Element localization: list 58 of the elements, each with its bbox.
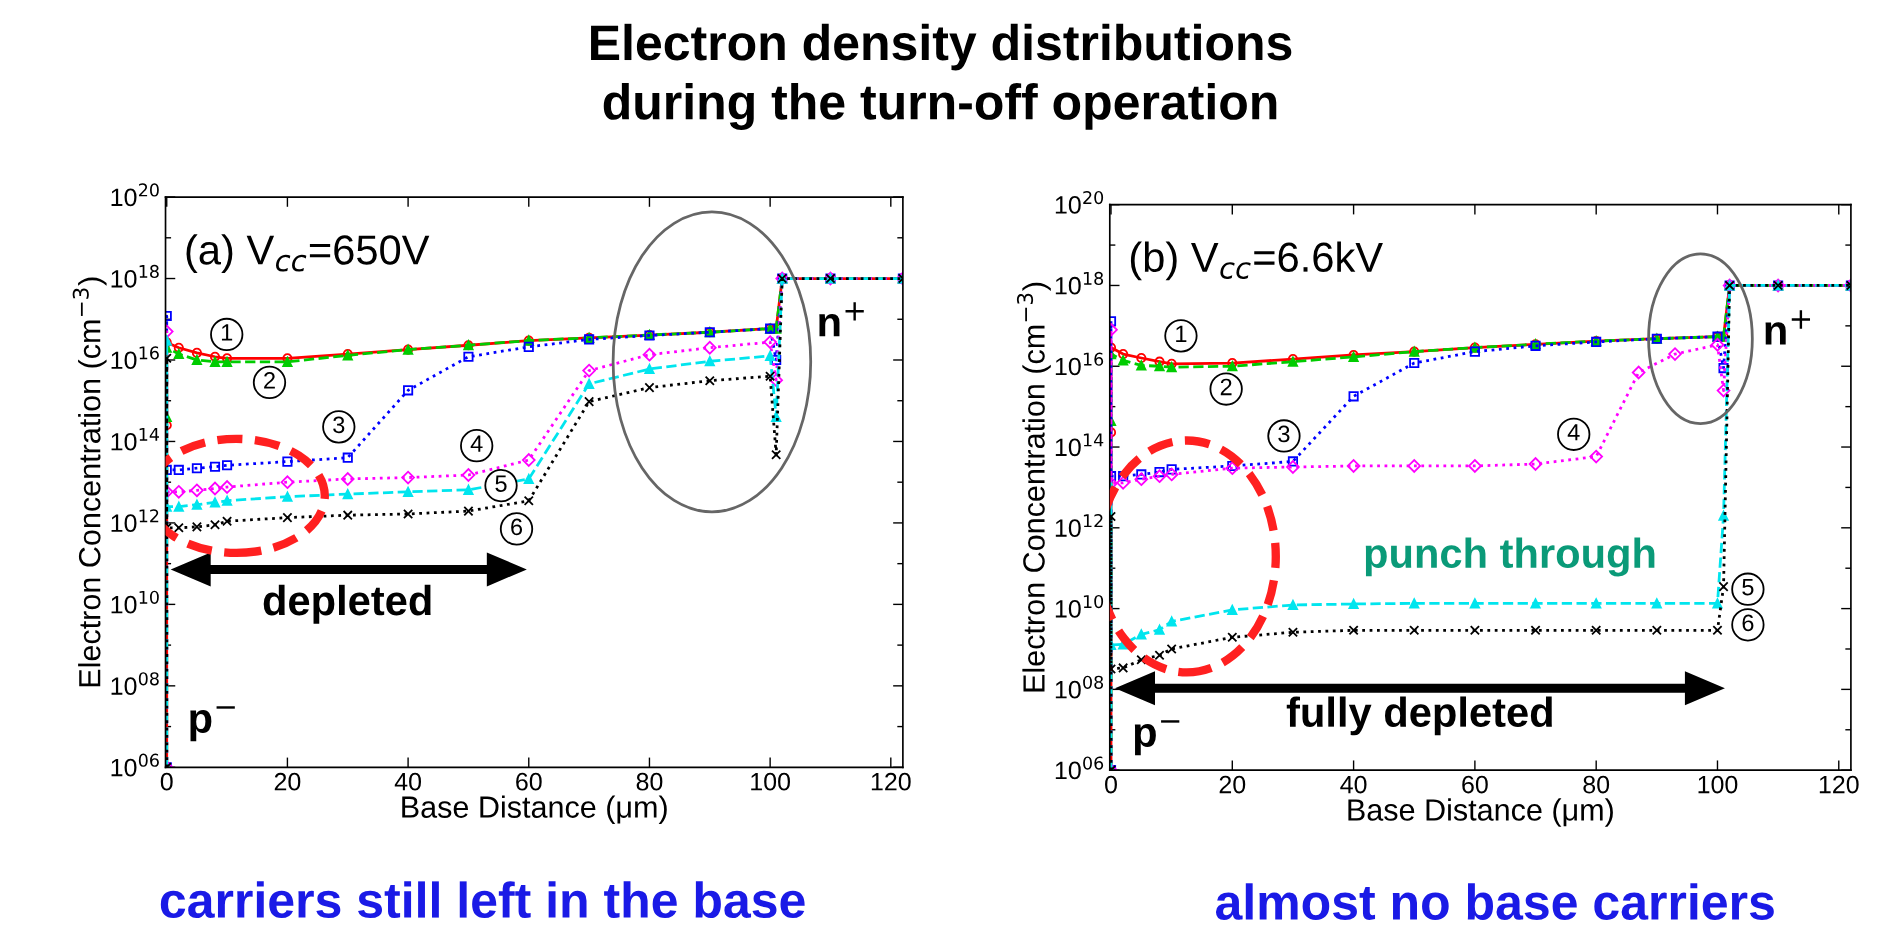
y-tick-label: 10$^{10}$ [1055,594,1104,618]
annotation: 4 [470,435,483,452]
y-tick-label: 10$^{16}$ [1055,352,1104,376]
x-tick-label: 0 [160,772,173,791]
x-tick-label: 100 [751,772,791,791]
y-axis-title: Electron Concentration (cm$^{−3}$) [1016,282,1051,692]
x-tick-label: 40 [1340,775,1367,794]
x-axis-title: Base Distance (μm) [402,795,667,824]
x-tick-label: 20 [274,772,301,791]
x-tick-label: 60 [1462,775,1488,794]
y-tick-label: 10$^{08}$ [111,672,159,695]
x-tick-label: 100 [1698,775,1738,794]
y-tick-label: 10$^{06}$ [1055,756,1104,780]
annotation: 5 [1742,579,1754,596]
annotation: (b) V$_{cc}$=6.6kV [1130,241,1383,281]
annotation: 2 [1220,378,1232,396]
y-tick-label: 10$^{08}$ [1055,675,1104,699]
annotation: 1 [1176,325,1187,342]
annotation: 4 [1567,424,1580,441]
annotation: 1 [221,324,233,341]
annotation: 3 [333,416,345,434]
x-tick-label: 80 [1583,775,1610,794]
y-tick-label: 10$^{06}$ [111,753,159,777]
annotation: 2 [264,372,275,389]
y-tick-label: 10$^{20}$ [111,183,159,207]
x-axis-title: Base Distance (μm) [1348,798,1613,827]
annotation: n$^{+}$ [1765,310,1811,345]
x-tick-label: 120 [871,772,911,791]
annotation: p$^{−}$ [1134,720,1180,756]
annotation: 5 [495,475,507,492]
annotation: p$^{−}$ [190,706,235,742]
y-axis-title: Electron Concentration (cm$^{−3}$) [72,277,107,687]
annotation: depleted [263,584,431,624]
y-tick-label: 10$^{12}$ [1055,514,1103,537]
y-tick-label: 10$^{20}$ [1055,190,1104,214]
x-tick-label: 0 [1105,775,1117,794]
y-tick-label: 10$^{12}$ [111,509,159,533]
annotation: punch through [1365,537,1655,577]
x-tick-label: 40 [394,772,422,791]
y-tick-label: 10$^{16}$ [111,346,159,370]
x-tick-label: 20 [1219,775,1246,794]
text: carriers still left in the base [160,881,805,919]
text: almost no base carriers [1215,883,1774,920]
y-tick-label: 10$^{10}$ [111,590,159,614]
chart-title: Electron density distributions during the turn-off operation [591,23,1292,130]
annotation: n$^{+}$ [819,302,864,337]
annotation: 6 [1742,614,1754,632]
annotation: fully depleted [1286,696,1552,736]
annotation: (a) V$_{cc}$=650V [186,234,430,273]
annotation: 6 [511,518,523,536]
x-tick-label: 120 [1819,775,1859,794]
y-tick-label: 10$^{14}$ [1055,433,1104,457]
y-tick-label: 10$^{18}$ [111,264,159,288]
y-tick-label: 10$^{14}$ [111,428,159,451]
x-tick-label: 80 [636,772,663,791]
annotation: 3 [1278,425,1290,443]
y-tick-label: 10$^{18}$ [1055,271,1104,295]
x-tick-label: 60 [516,772,542,791]
